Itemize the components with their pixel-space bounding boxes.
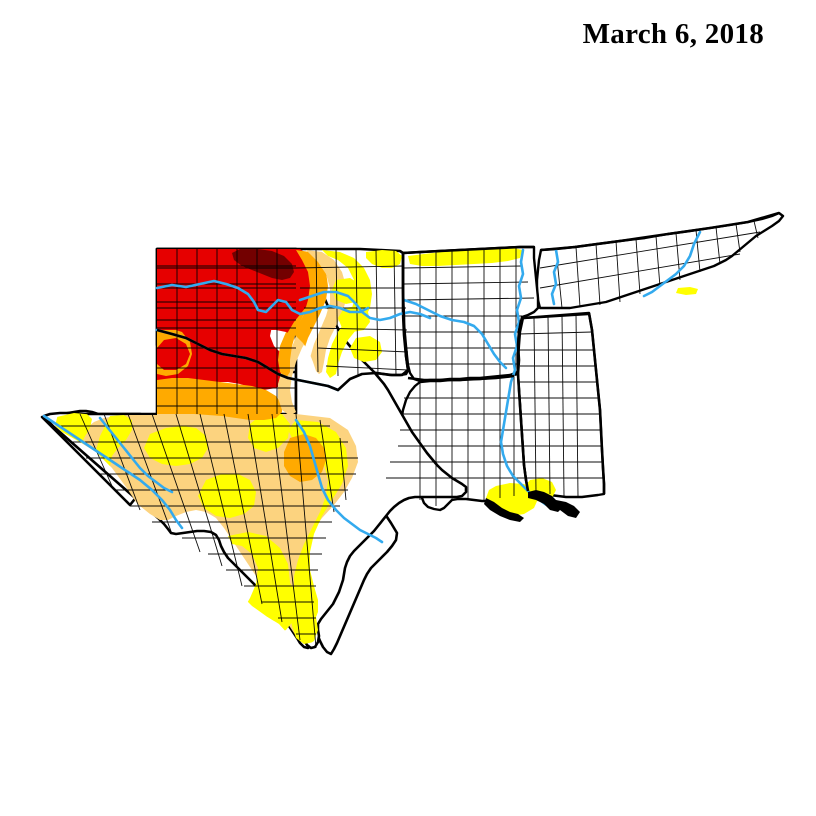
border-tn-north: [540, 211, 780, 252]
river-pecos: [98, 416, 174, 494]
state-mississippi: [516, 311, 606, 499]
river-tennessee2: [642, 230, 702, 298]
ok-d0-yellow-ne: [366, 250, 402, 268]
border-ms-tn: [522, 312, 589, 320]
border-ok-ar: [401, 253, 410, 371]
ok-d0-yellow-patch1: [332, 278, 362, 304]
ok-d0-yellow: [322, 250, 372, 378]
tx-d0-yellow-east: [288, 420, 348, 622]
county-grid-panhandle: [157, 249, 296, 414]
page-title: March 6, 2018: [582, 18, 764, 50]
border-la-ms: [516, 373, 530, 492]
tx-d0-yellow-central2: [198, 474, 256, 518]
tn-d0-yellow-sliver: [676, 287, 698, 295]
tx-d0-yellow-band-n: [248, 414, 290, 452]
map-geometry: [42, 211, 785, 650]
coast-la-birdfoot: [554, 500, 580, 518]
ok-d4-darkred: [232, 249, 294, 280]
state-borders: [156, 211, 780, 494]
border-ar-la: [407, 374, 515, 382]
river-arkansas-ok: [298, 290, 432, 322]
coast-la-marsh: [484, 498, 524, 522]
county-grid-ok-main: [295, 248, 409, 377]
river-rio-grande: [42, 414, 184, 530]
river-tennessee: [550, 248, 560, 306]
tx-d2-orange-panhandle: [157, 378, 282, 420]
county-grid-ms: [518, 313, 604, 497]
border-ar-north: [402, 245, 534, 255]
county-grid-ar: [403, 248, 535, 380]
tx-d0-yellow-tip: [280, 598, 320, 644]
river-brazos: [294, 418, 384, 544]
state-tennessee: [535, 211, 785, 310]
ar-d0-yellow-north: [408, 248, 522, 266]
river-arkansas-ar: [402, 298, 508, 370]
river-canadian: [155, 279, 370, 316]
gulf-coast: [484, 490, 580, 522]
border-ok-tx: [156, 328, 409, 392]
border-ms-al: [587, 312, 606, 494]
river-mississippi: [499, 248, 555, 510]
tx-d3-red-oval: [157, 338, 190, 370]
border-ar-ms: [516, 319, 523, 375]
county-lines: [60, 220, 761, 649]
coast-la-delta: [528, 490, 562, 512]
